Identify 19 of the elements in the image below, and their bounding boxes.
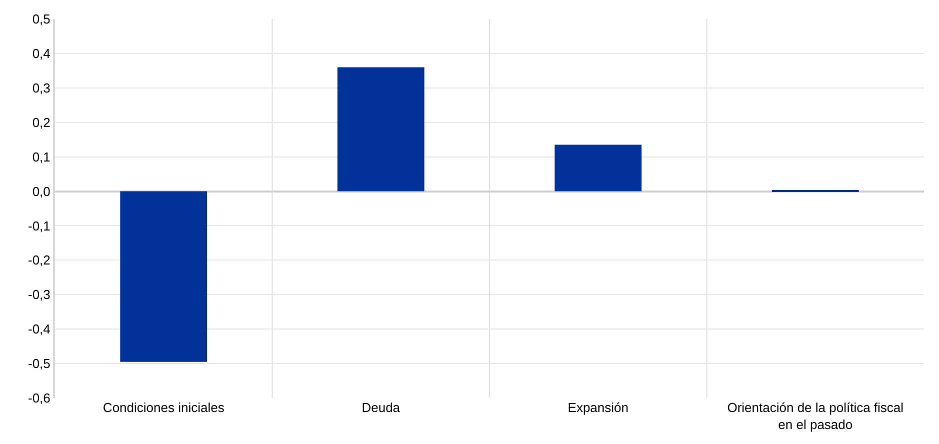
y-tick-label: -0,5: [28, 356, 50, 372]
y-tick-label: -0,3: [28, 287, 50, 302]
y-tick-label: 0,0: [32, 184, 50, 199]
y-tick-label: 0,5: [32, 12, 50, 27]
x-tick-label: Expansión: [568, 400, 628, 415]
x-tick-label: Condiciones iniciales: [102, 400, 225, 415]
y-tick-label: -0,1: [28, 218, 50, 234]
bar: [120, 191, 208, 362]
y-tick-label: -0,4: [28, 322, 50, 337]
bar: [554, 144, 642, 192]
y-tick-label: 0,4: [32, 46, 50, 61]
y-tick-label: 0,2: [32, 114, 50, 130]
x-tick-label: Orientación de la política fiscal en el pasado: [727, 400, 904, 432]
y-tick-label: 0,3: [32, 80, 50, 96]
y-tick-label: -0,6: [28, 390, 50, 406]
y-tick-label: 0,1: [32, 149, 50, 164]
y-tick-label: -0,2: [28, 252, 50, 268]
x-tick-label: Deuda: [362, 400, 401, 415]
bar: [337, 67, 424, 192]
